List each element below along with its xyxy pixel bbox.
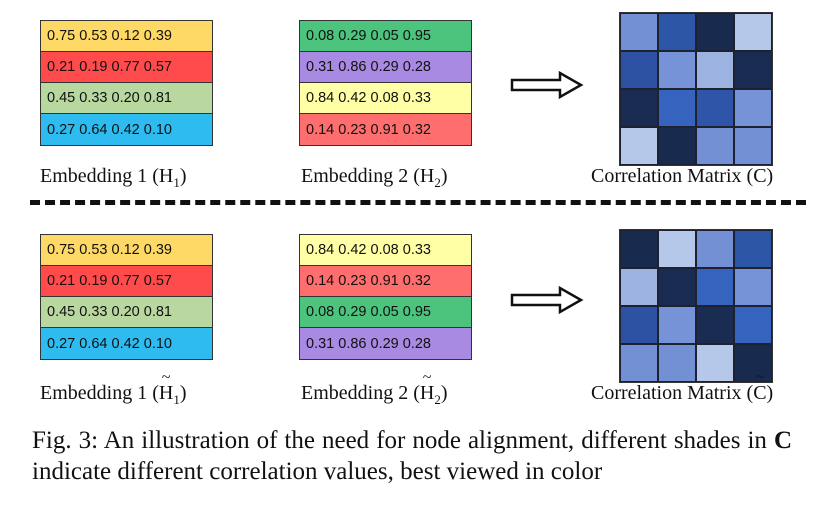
top-matrix-label: Correlation Matrix (C) xyxy=(591,165,774,187)
matrix-cell xyxy=(620,89,658,127)
top-embedding2-row: 0.14 0.23 0.91 0.32 xyxy=(300,114,471,145)
top-embedding1-row: 0.75 0.53 0.12 0.39 xyxy=(41,21,212,52)
matrix-cell xyxy=(620,268,658,306)
matrix-cell xyxy=(696,127,734,165)
bottom-embedding1-label: Embedding 1 (H1) xyxy=(40,369,187,408)
bottom-embedding2-label: Embedding 2 (H2) xyxy=(301,369,448,408)
matrix-cell xyxy=(734,127,772,165)
matrix-cell xyxy=(658,13,696,51)
bottom-embedding2-row: 0.08 0.29 0.05 0.95 xyxy=(300,297,471,328)
matrix-cell xyxy=(658,268,696,306)
matrix-cell xyxy=(658,306,696,344)
top-embedding2-row: 0.84 0.42 0.08 0.33 xyxy=(300,83,471,114)
bottom-correlation-matrix xyxy=(619,229,773,383)
matrix-cell xyxy=(696,306,734,344)
matrix-cell xyxy=(658,344,696,382)
matrix-cell xyxy=(696,13,734,51)
matrix-cell xyxy=(620,344,658,382)
top-embedding2-row: 0.31 0.86 0.29 0.28 xyxy=(300,52,471,83)
matrix-cell xyxy=(658,51,696,89)
tilde-accent: H xyxy=(420,369,435,405)
matrix-cell xyxy=(620,127,658,165)
figure-caption: Fig. 3: An illustration of the need for … xyxy=(32,427,792,485)
top-embedding1-row: 0.21 0.19 0.77 0.57 xyxy=(41,52,212,83)
bottom-embedding1-row: 0.75 0.53 0.12 0.39 xyxy=(41,235,212,266)
bottom-embedding1-row: 0.21 0.19 0.77 0.57 xyxy=(41,266,212,297)
tilde-accent: C xyxy=(753,369,767,405)
matrix-cell xyxy=(620,306,658,344)
matrix-cell xyxy=(658,89,696,127)
bottom-matrix-label: Correlation Matrix (C) xyxy=(591,369,773,405)
matrix-cell xyxy=(696,230,734,268)
right-arrow-icon xyxy=(510,70,584,100)
top-embedding1-label: Embedding 1 (H1) xyxy=(40,165,187,190)
top-embedding1-table: 0.75 0.53 0.12 0.39 0.21 0.19 0.77 0.57 … xyxy=(40,20,213,146)
bottom-embedding2-row: 0.84 0.42 0.08 0.33 xyxy=(300,235,471,266)
bottom-embedding1-row: 0.27 0.64 0.42 0.10 xyxy=(41,328,212,359)
matrix-cell xyxy=(620,230,658,268)
tilde-accent: H xyxy=(159,369,174,405)
top-embedding2-label: Embedding 2 (H2) xyxy=(301,165,448,190)
top-correlation-matrix xyxy=(619,12,773,166)
matrix-cell xyxy=(696,268,734,306)
bottom-embedding2-row: 0.31 0.86 0.29 0.28 xyxy=(300,328,471,359)
matrix-cell xyxy=(658,127,696,165)
matrix-cell xyxy=(620,51,658,89)
matrix-cell xyxy=(696,344,734,382)
matrix-cell xyxy=(734,306,772,344)
matrix-cell xyxy=(658,230,696,268)
bottom-embedding1-table: 0.75 0.53 0.12 0.39 0.21 0.19 0.77 0.57 … xyxy=(40,234,213,360)
dashed-divider xyxy=(30,200,806,205)
matrix-cell xyxy=(696,51,734,89)
matrix-cell xyxy=(734,268,772,306)
bottom-embedding2-table: 0.84 0.42 0.08 0.33 0.14 0.23 0.91 0.32 … xyxy=(299,234,472,360)
bottom-embedding1-row: 0.45 0.33 0.20 0.81 xyxy=(41,297,212,328)
right-arrow-icon xyxy=(510,285,584,315)
matrix-cell xyxy=(734,89,772,127)
matrix-cell xyxy=(620,13,658,51)
top-embedding1-row: 0.45 0.33 0.20 0.81 xyxy=(41,83,212,114)
top-embedding2-table: 0.08 0.29 0.05 0.95 0.31 0.86 0.29 0.28 … xyxy=(299,20,472,146)
matrix-cell xyxy=(734,51,772,89)
top-embedding1-row: 0.27 0.64 0.42 0.10 xyxy=(41,114,212,145)
matrix-cell xyxy=(734,13,772,51)
bottom-embedding2-row: 0.14 0.23 0.91 0.32 xyxy=(300,266,471,297)
top-embedding2-row: 0.08 0.29 0.05 0.95 xyxy=(300,21,471,52)
matrix-cell xyxy=(734,230,772,268)
matrix-cell xyxy=(696,89,734,127)
